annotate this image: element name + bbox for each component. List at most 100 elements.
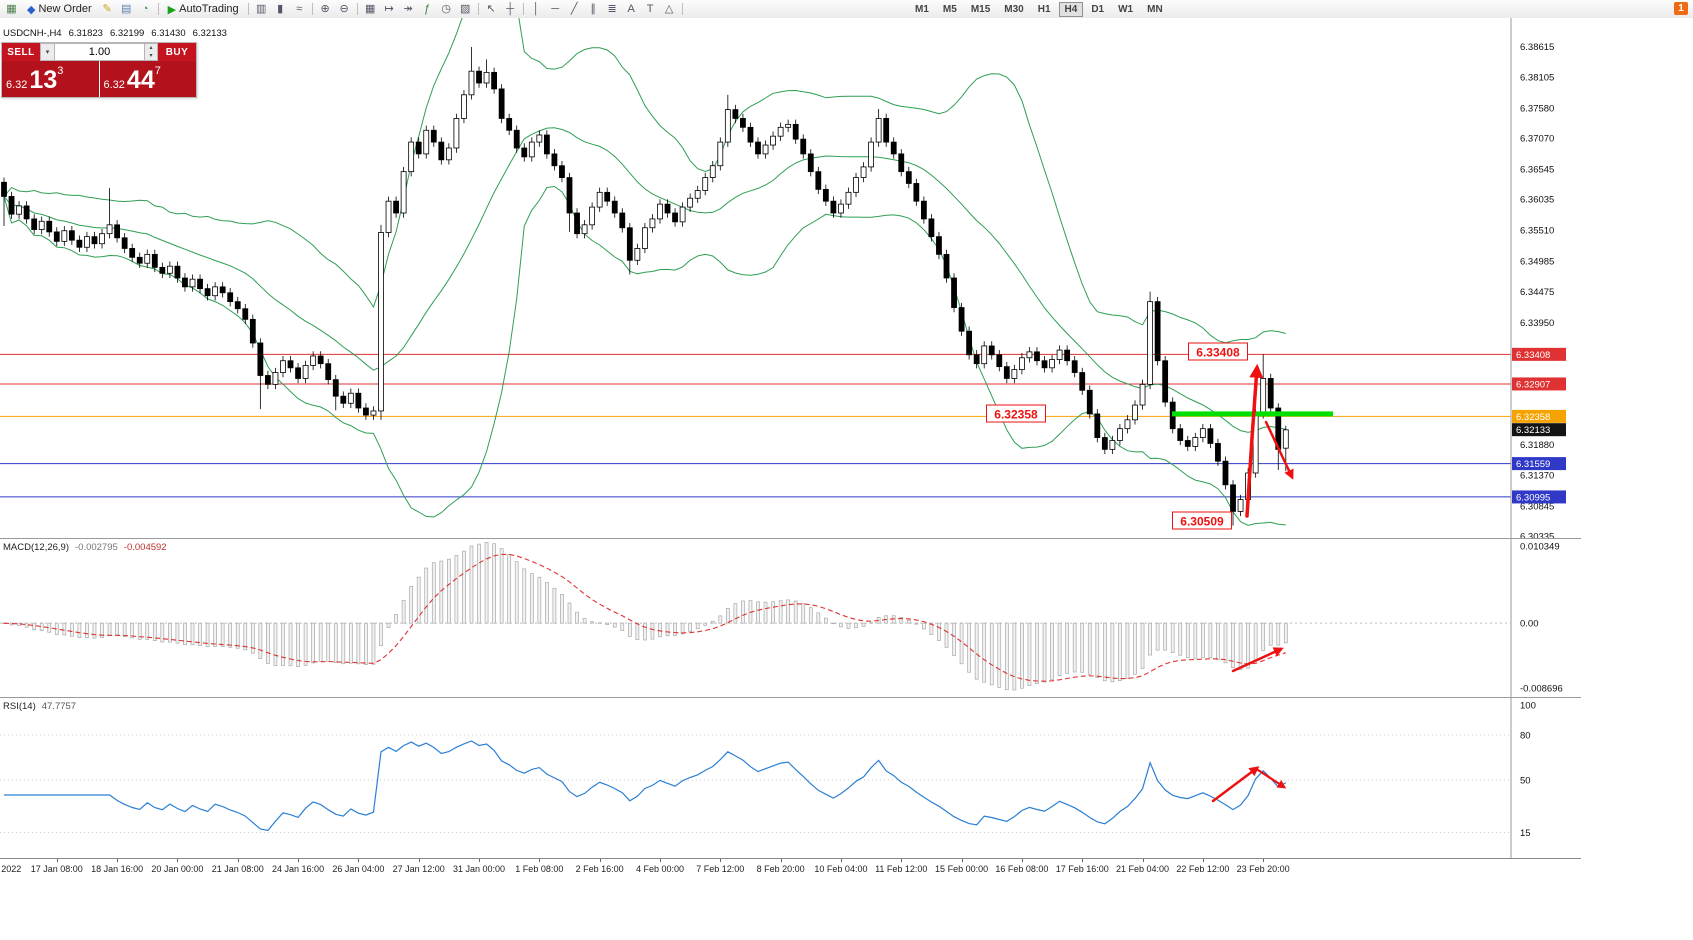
text-label-icon[interactable]: T [646,2,654,15]
timeframe-h1-button[interactable]: H1 [1037,3,1051,15]
svg-text:0.00: 0.00 [1520,619,1539,630]
fibonacci-icon[interactable]: ≣ [607,2,617,15]
candlestick-mode-icon[interactable]: ▮ [277,2,284,15]
svg-text:6.36545: 6.36545 [1520,164,1554,175]
buy-button[interactable]: BUY [158,43,196,61]
lot-spinner[interactable]: ▴ ▾ [145,43,158,61]
timeframe-m15-button[interactable]: M15 [970,3,991,15]
auto-scroll-icon[interactable]: ↦ [384,2,394,15]
chart-window[interactable]: 6.38615 6.38105 6.37580 6.37070 6.36545 6.360… [0,18,1693,940]
bollinger-upper-band [3,18,1286,344]
svg-text:-0.008696: -0.008696 [1520,684,1563,695]
crosshair-icon[interactable]: ┼ [506,2,515,15]
trendline-icon[interactable]: ╱ [570,2,578,15]
zoom-in-icon[interactable]: ⊕ [320,2,330,15]
buy-price-pips: 44 [126,66,155,94]
rsi-indicator-canvas[interactable]: 100 80 50 15 [0,697,1581,858]
time-axis-label: 21 Jan 08:00 [211,864,264,874]
arrows-tool-icon[interactable]: △ [664,2,674,15]
svg-text:6.38105: 6.38105 [1520,72,1554,83]
zoom-out-icon[interactable]: ⊖ [339,2,349,15]
metaeditor-icon[interactable]: ✎ [102,2,112,15]
timeframe-m30-button[interactable]: M30 [1004,3,1024,15]
autotrading-button[interactable]: ▶ AutoTrading [162,0,245,18]
close-value: 6.32133 [192,28,227,39]
time-axis: 14 Jan 2022 17 Jan 08:00 18 Jan 16:00 20 Ja… [0,858,1581,881]
high-value: 6.32199 [109,28,145,39]
buy-price-display[interactable]: 6.32 44 7 [99,61,196,97]
terminal-icon[interactable]: ▤ [120,2,132,15]
chart-shift-icon[interactable]: ↠ [403,2,413,15]
price-tag-6.31559[interactable]: 6.31559 [1512,457,1566,471]
svg-text:6.34475: 6.34475 [1520,287,1554,298]
annotation-arrow[interactable] [1231,647,1284,673]
one-click-trading-panel: SELL ▾ 1.00 ▴ ▾ BUY 6.32 13 3 6.32 [1,42,197,98]
svg-text:6.32133: 6.32133 [1516,425,1550,436]
bollinger-lower-band [3,185,1286,526]
main-toolbar: ▦ ◆ New Order ✎ ▤ ◔ ▶ AutoTrading ▥ ▮ ≈ ⊕ ⊖ ▦ ↦ ↠ ƒ ◷ ▧ ↖ ┼ │… [0,0,1693,19]
tile-windows-icon[interactable]: ▦ [364,2,376,15]
time-axis-label: 15 Feb 00:00 [935,864,989,874]
low-value: 6.31430 [151,28,186,39]
spinner-down-icon[interactable]: ▾ [149,53,153,59]
strategy-tester-icon[interactable]: ◔ [141,2,149,15]
annotation-arrow[interactable] [1256,768,1287,789]
bar-chart-mode-icon[interactable]: ▥ [255,2,267,15]
candles [1,46,1289,526]
macd-indicator-canvas[interactable]: 0.010349 0.00 -0.008696 [0,538,1581,697]
lot-size-input[interactable]: 1.00 [55,43,145,61]
price-chart-canvas[interactable]: 6.38615 6.38105 6.37580 6.37070 6.36545 6.360… [0,18,1581,538]
price-tag-6.32358[interactable]: 6.32358 [1512,409,1566,423]
templates-icon[interactable]: ▧ [459,2,471,15]
price-callout-6.33408[interactable]: 6.33408 [1188,342,1248,361]
annotation-arrow[interactable] [1211,766,1260,803]
timeframe-h4-button[interactable]: H4 [1058,1,1084,17]
sell-price-display[interactable]: 6.32 13 3 [2,61,99,97]
annotation-arrow[interactable] [1245,363,1264,518]
price-tag-6.33408[interactable]: 6.33408 [1512,347,1566,361]
equidistant-channel-icon[interactable]: ∥ [590,2,596,15]
timeframe-toolbar: M1 M5 M15 M30 H1 H4 D1 W1 MN [908,1,1170,17]
timeframe-w1-button[interactable]: W1 [1118,3,1134,15]
vertical-line-icon[interactable]: │ [532,2,540,15]
time-axis-tick [539,859,541,862]
toolbar-separator [311,3,313,15]
lot-dropdown[interactable]: ▾ [40,43,55,61]
time-axis-label: 22 Feb 12:00 [1176,864,1230,874]
symbol-period-label: USDCNH-,H4 [3,28,62,39]
time-axis-tick [780,859,782,862]
timeframe-d1-button[interactable]: D1 [1091,3,1105,15]
time-axis-label: 16 Feb 08:00 [995,864,1049,874]
indicators-icon[interactable]: ƒ [424,2,431,15]
time-axis-label: 8 Feb 20:00 [756,864,805,874]
price-callout-6.30509[interactable]: 6.30509 [1172,511,1232,530]
price-tag-6.32907[interactable]: 6.32907 [1512,377,1566,391]
support-resistance-lines[interactable] [0,353,1511,498]
annotation-arrow[interactable] [1264,420,1294,480]
line-chart-mode-icon[interactable]: ≈ [296,2,303,15]
svg-text:6.33950: 6.33950 [1520,318,1554,329]
time-axis-label: 7 Feb 12:00 [696,864,745,874]
price-tag-6.32133[interactable]: 6.32133 [1512,423,1566,437]
timeframe-m1-button[interactable]: M1 [915,3,929,15]
timeframe-m5-button[interactable]: M5 [942,3,957,15]
horizontal-line-icon[interactable]: ─ [551,2,560,15]
new-order-button[interactable]: ◆ New Order [21,0,98,18]
macd-histogram [2,542,1288,691]
toolbar-separator [356,3,358,15]
sell-button[interactable]: SELL [2,43,40,61]
rsi-label: RSI(14) 47.7757 [3,701,76,712]
cursor-icon[interactable]: ↖ [486,2,496,15]
timeframe-mn-button[interactable]: MN [1147,3,1163,15]
price-callout-6.32358[interactable]: 6.32358 [986,404,1046,423]
new-chart-icon[interactable]: ▦ [6,2,17,15]
svg-text:6.31880: 6.31880 [1520,440,1554,451]
spinner-up-icon[interactable]: ▴ [149,45,153,51]
time-axis-tick [961,859,963,862]
macd-signal-value: -0.004592 [123,542,167,553]
price-tag-6.30995[interactable]: 6.30995 [1512,490,1566,504]
notification-badge[interactable]: 1 [1674,2,1688,15]
periods-dropdown-icon[interactable]: ◷ [441,2,451,15]
text-icon[interactable]: A [627,2,635,15]
